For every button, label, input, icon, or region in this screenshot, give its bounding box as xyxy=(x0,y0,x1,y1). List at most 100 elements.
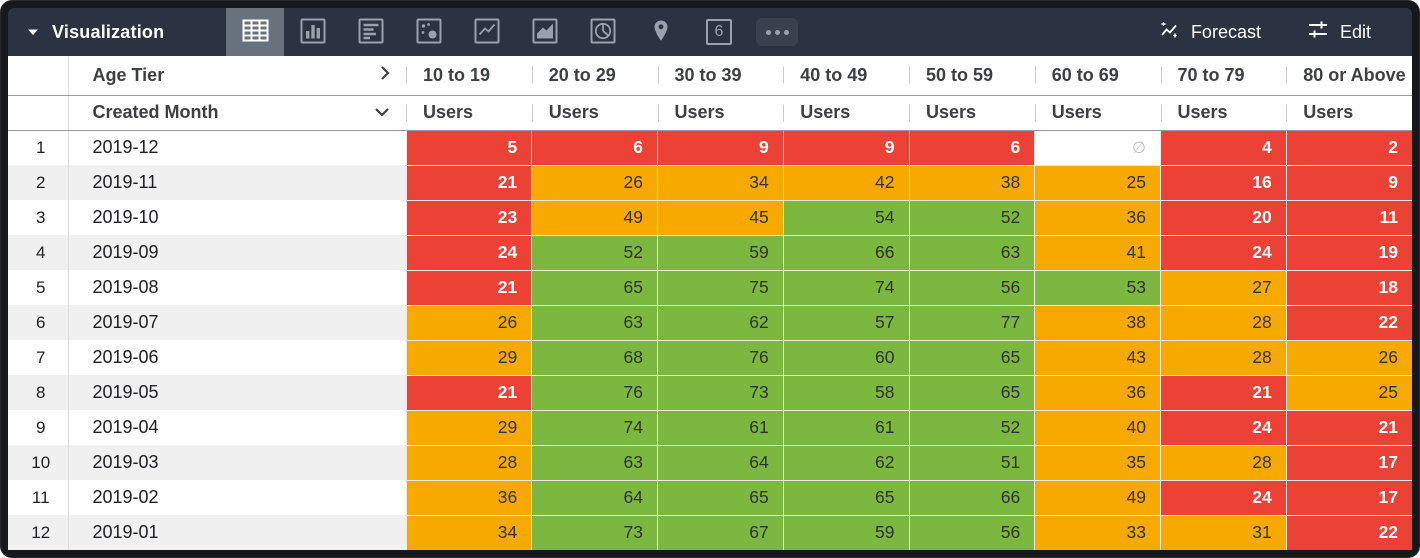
month-cell[interactable]: 2019-02 xyxy=(67,480,406,515)
value-cell[interactable]: 20 xyxy=(1160,200,1287,236)
value-cell[interactable]: 26 xyxy=(405,305,532,341)
value-cell[interactable]: 68 xyxy=(531,340,658,376)
value-cell[interactable]: 27 xyxy=(1160,270,1287,306)
value-cell[interactable]: 43 xyxy=(1034,340,1161,376)
value-cell[interactable]: 52 xyxy=(908,410,1035,446)
tier-column-header[interactable]: 50 to 59 xyxy=(909,56,1035,96)
value-cell[interactable]: 49 xyxy=(1034,480,1161,516)
value-cell[interactable]: 41 xyxy=(1034,235,1161,271)
value-cell[interactable]: 45 xyxy=(657,200,784,236)
viz-type-line[interactable] xyxy=(458,8,516,56)
value-cell[interactable]: 65 xyxy=(908,340,1035,376)
value-cell[interactable]: 22 xyxy=(1285,305,1412,341)
visualization-dropdown[interactable]: Visualization xyxy=(8,8,226,56)
value-cell[interactable]: 29 xyxy=(405,410,532,446)
value-cell[interactable]: 35 xyxy=(1034,445,1161,481)
value-cell[interactable]: 62 xyxy=(782,445,909,481)
measure-column-header[interactable]: Users xyxy=(783,95,909,131)
value-cell[interactable]: 51 xyxy=(908,445,1035,481)
value-cell[interactable]: 21 xyxy=(405,270,532,306)
value-cell[interactable]: 29 xyxy=(405,340,532,376)
value-cell[interactable]: 42 xyxy=(782,165,909,201)
measure-column-header[interactable]: Users xyxy=(531,95,658,131)
value-cell[interactable]: 60 xyxy=(782,340,909,376)
value-cell[interactable]: 31 xyxy=(1160,515,1287,550)
viz-type-single-value[interactable]: 6 xyxy=(690,8,748,56)
value-cell[interactable]: 38 xyxy=(908,165,1035,201)
value-cell[interactable]: 28 xyxy=(1160,305,1287,341)
value-cell[interactable]: 56 xyxy=(908,270,1035,306)
value-cell[interactable]: 56 xyxy=(908,515,1035,550)
value-cell[interactable]: 17 xyxy=(1285,445,1412,481)
value-cell[interactable]: 66 xyxy=(782,235,909,271)
value-cell[interactable]: 65 xyxy=(531,270,658,306)
viz-type-pie[interactable] xyxy=(574,8,632,56)
tier-column-header[interactable]: 70 to 79 xyxy=(1160,56,1287,96)
forecast-button[interactable]: Forecast xyxy=(1135,8,1284,56)
value-cell[interactable]: 54 xyxy=(782,200,909,236)
value-cell[interactable]: 21 xyxy=(405,165,532,201)
value-cell[interactable]: 11 xyxy=(1285,200,1412,236)
value-cell[interactable]: 76 xyxy=(531,375,658,411)
measure-column-header[interactable]: Users xyxy=(406,95,532,131)
value-cell[interactable]: 38 xyxy=(1034,305,1161,341)
value-cell[interactable]: 61 xyxy=(657,410,784,446)
edit-button[interactable]: Edit xyxy=(1284,8,1394,56)
month-cell[interactable]: 2019-10 xyxy=(67,200,406,235)
value-cell[interactable]: 65 xyxy=(908,375,1035,411)
value-cell[interactable]: 66 xyxy=(908,480,1035,516)
month-cell[interactable]: 2019-07 xyxy=(67,305,406,340)
value-cell[interactable]: 73 xyxy=(531,515,658,550)
value-cell[interactable]: 6 xyxy=(531,130,658,166)
value-cell[interactable]: 49 xyxy=(531,200,658,236)
value-cell[interactable]: 36 xyxy=(405,480,532,516)
value-cell[interactable]: 21 xyxy=(405,375,532,411)
value-cell[interactable]: 21 xyxy=(1160,375,1287,411)
tier-column-header[interactable]: 40 to 49 xyxy=(783,56,909,96)
value-cell[interactable]: 59 xyxy=(657,235,784,271)
value-cell[interactable]: 18 xyxy=(1285,270,1412,306)
value-cell[interactable]: 63 xyxy=(531,445,658,481)
value-cell[interactable]: 65 xyxy=(657,480,784,516)
value-cell[interactable]: 26 xyxy=(1285,340,1412,376)
value-cell[interactable]: 25 xyxy=(1034,165,1161,201)
month-cell[interactable]: 2019-11 xyxy=(67,165,406,200)
month-cell[interactable]: 2019-03 xyxy=(67,445,406,480)
value-cell[interactable]: 73 xyxy=(657,375,784,411)
measure-column-header[interactable]: Users xyxy=(909,95,1035,131)
value-cell[interactable]: 36 xyxy=(1034,375,1161,411)
value-cell[interactable]: 74 xyxy=(531,410,658,446)
month-cell[interactable]: 2019-01 xyxy=(67,515,406,550)
viz-type-table[interactable] xyxy=(226,8,284,56)
measure-column-header[interactable]: Users xyxy=(1034,95,1161,131)
tier-column-header[interactable]: 20 to 29 xyxy=(531,56,658,96)
value-cell[interactable]: 36 xyxy=(1034,200,1161,236)
value-cell[interactable]: 63 xyxy=(908,235,1035,271)
value-cell[interactable]: 52 xyxy=(908,200,1035,236)
month-cell[interactable]: 2019-06 xyxy=(67,340,406,375)
value-cell[interactable]: 21 xyxy=(1285,410,1412,446)
value-cell[interactable]: 52 xyxy=(531,235,658,271)
dimension-field-header[interactable]: Created Month xyxy=(67,95,406,131)
viz-type-row[interactable] xyxy=(342,8,400,56)
value-cell[interactable]: 59 xyxy=(782,515,909,550)
value-cell[interactable]: 5 xyxy=(405,130,532,166)
viz-type-scatter[interactable] xyxy=(400,8,458,56)
value-cell[interactable]: 25 xyxy=(1285,375,1412,411)
value-cell[interactable]: 9 xyxy=(782,130,909,166)
value-cell[interactable]: 6 xyxy=(908,130,1035,166)
value-cell[interactable]: 53 xyxy=(1034,270,1161,306)
value-cell[interactable]: 24 xyxy=(405,235,532,271)
value-cell[interactable]: 63 xyxy=(531,305,658,341)
value-cell[interactable]: 64 xyxy=(657,445,784,481)
value-cell[interactable]: 17 xyxy=(1285,480,1412,516)
value-cell[interactable]: 26 xyxy=(531,165,658,201)
measure-column-header[interactable]: Users xyxy=(657,95,784,131)
value-cell[interactable]: 19 xyxy=(1285,235,1412,271)
value-cell[interactable]: 24 xyxy=(1160,235,1287,271)
tier-column-header[interactable]: 30 to 39 xyxy=(657,56,784,96)
measure-column-header[interactable]: Users xyxy=(1286,95,1412,131)
value-cell[interactable]: 16 xyxy=(1160,165,1287,201)
pivot-field-header[interactable]: Age Tier xyxy=(67,56,406,96)
value-cell[interactable]: 23 xyxy=(405,200,532,236)
